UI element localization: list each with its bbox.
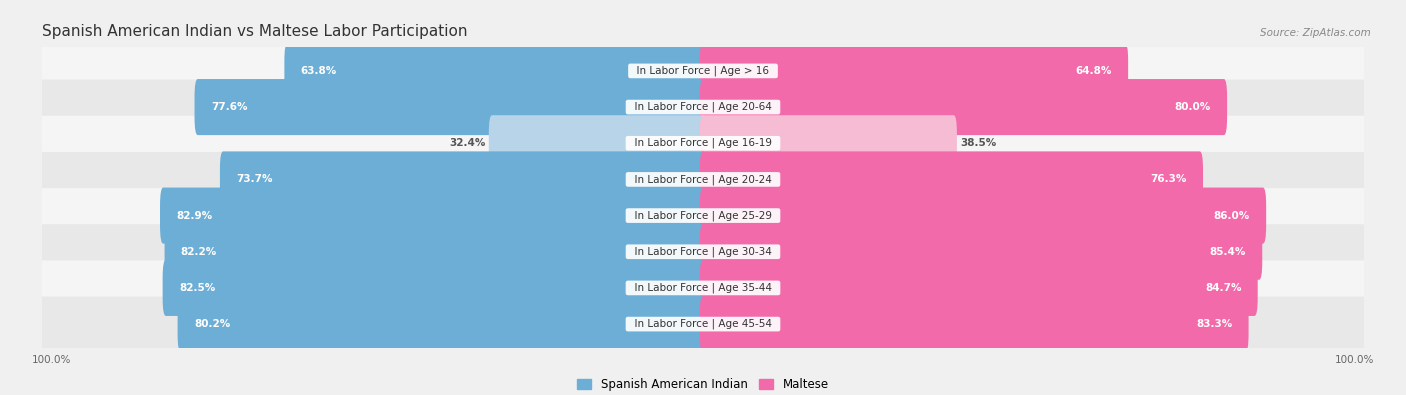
FancyBboxPatch shape [41, 260, 1365, 316]
FancyBboxPatch shape [700, 43, 1128, 99]
Text: 83.3%: 83.3% [1197, 319, 1232, 329]
Text: Spanish American Indian vs Maltese Labor Participation: Spanish American Indian vs Maltese Labor… [42, 24, 468, 39]
Text: In Labor Force | Age 16-19: In Labor Force | Age 16-19 [627, 138, 779, 149]
Text: In Labor Force | Age 45-54: In Labor Force | Age 45-54 [627, 319, 779, 329]
FancyBboxPatch shape [165, 224, 706, 280]
Text: 63.8%: 63.8% [301, 66, 337, 76]
FancyBboxPatch shape [700, 224, 1263, 280]
Text: 76.3%: 76.3% [1150, 175, 1187, 184]
Text: 82.9%: 82.9% [176, 211, 212, 220]
FancyBboxPatch shape [41, 79, 1365, 135]
FancyBboxPatch shape [700, 79, 1227, 135]
FancyBboxPatch shape [160, 188, 706, 244]
FancyBboxPatch shape [489, 115, 706, 171]
Text: In Labor Force | Age > 16: In Labor Force | Age > 16 [630, 66, 776, 76]
FancyBboxPatch shape [700, 151, 1204, 207]
FancyBboxPatch shape [700, 260, 1258, 316]
Text: 85.4%: 85.4% [1209, 247, 1246, 257]
Text: 73.7%: 73.7% [236, 175, 273, 184]
Text: 80.0%: 80.0% [1174, 102, 1211, 112]
Text: 38.5%: 38.5% [960, 138, 997, 148]
Text: In Labor Force | Age 25-29: In Labor Force | Age 25-29 [627, 210, 779, 221]
FancyBboxPatch shape [194, 79, 706, 135]
FancyBboxPatch shape [700, 188, 1267, 244]
Text: 84.7%: 84.7% [1205, 283, 1241, 293]
FancyBboxPatch shape [41, 116, 1365, 171]
FancyBboxPatch shape [41, 152, 1365, 207]
Text: 32.4%: 32.4% [449, 138, 485, 148]
FancyBboxPatch shape [41, 297, 1365, 352]
FancyBboxPatch shape [163, 260, 706, 316]
Text: In Labor Force | Age 35-44: In Labor Force | Age 35-44 [627, 283, 779, 293]
FancyBboxPatch shape [284, 43, 706, 99]
Text: Source: ZipAtlas.com: Source: ZipAtlas.com [1260, 28, 1371, 38]
Text: 64.8%: 64.8% [1076, 66, 1112, 76]
Text: In Labor Force | Age 20-24: In Labor Force | Age 20-24 [628, 174, 778, 185]
FancyBboxPatch shape [700, 115, 957, 171]
Text: In Labor Force | Age 30-34: In Labor Force | Age 30-34 [628, 246, 778, 257]
FancyBboxPatch shape [177, 296, 706, 352]
Text: 86.0%: 86.0% [1213, 211, 1250, 220]
Text: 80.2%: 80.2% [194, 319, 231, 329]
Text: 82.2%: 82.2% [181, 247, 217, 257]
FancyBboxPatch shape [41, 224, 1365, 279]
Legend: Spanish American Indian, Maltese: Spanish American Indian, Maltese [572, 373, 834, 395]
FancyBboxPatch shape [41, 188, 1365, 243]
FancyBboxPatch shape [41, 43, 1365, 98]
Text: 82.5%: 82.5% [179, 283, 215, 293]
Text: In Labor Force | Age 20-64: In Labor Force | Age 20-64 [628, 102, 778, 112]
FancyBboxPatch shape [700, 296, 1249, 352]
FancyBboxPatch shape [219, 151, 706, 207]
Text: 77.6%: 77.6% [211, 102, 247, 112]
